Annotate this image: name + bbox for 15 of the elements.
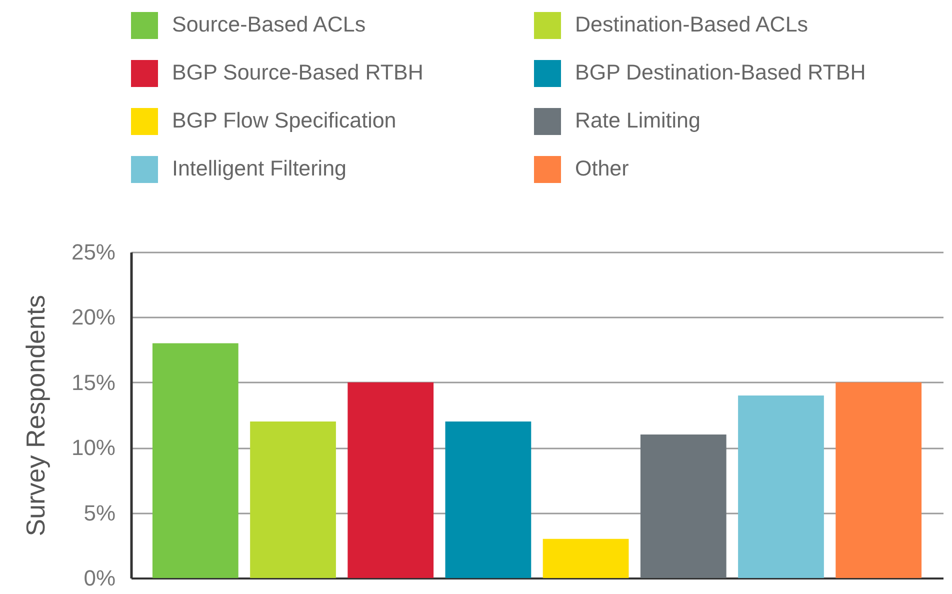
- y-tick-label: 25%: [71, 240, 116, 264]
- legend-label: BGP Flow Specification: [172, 108, 396, 132]
- legend-label: BGP Destination-Based RTBH: [575, 60, 866, 84]
- legend-label: BGP Source-Based RTBH: [172, 60, 424, 84]
- legend-label: Rate Limiting: [575, 108, 700, 132]
- y-axis-title: Survey Respondents: [20, 294, 50, 536]
- y-tick-label: 5%: [84, 500, 116, 526]
- legend-label: Destination-Based ACLs: [575, 12, 808, 36]
- legend-label: Source-Based ACLs: [172, 12, 366, 36]
- y-tick-label: 15%: [71, 370, 116, 395]
- legend-label: Other: [575, 156, 629, 180]
- legend-label: Intelligent Filtering: [172, 156, 346, 180]
- y-tick-label: 10%: [71, 435, 116, 460]
- y-tick-label: 20%: [71, 304, 116, 330]
- y-tick-label: 0%: [84, 566, 116, 590]
